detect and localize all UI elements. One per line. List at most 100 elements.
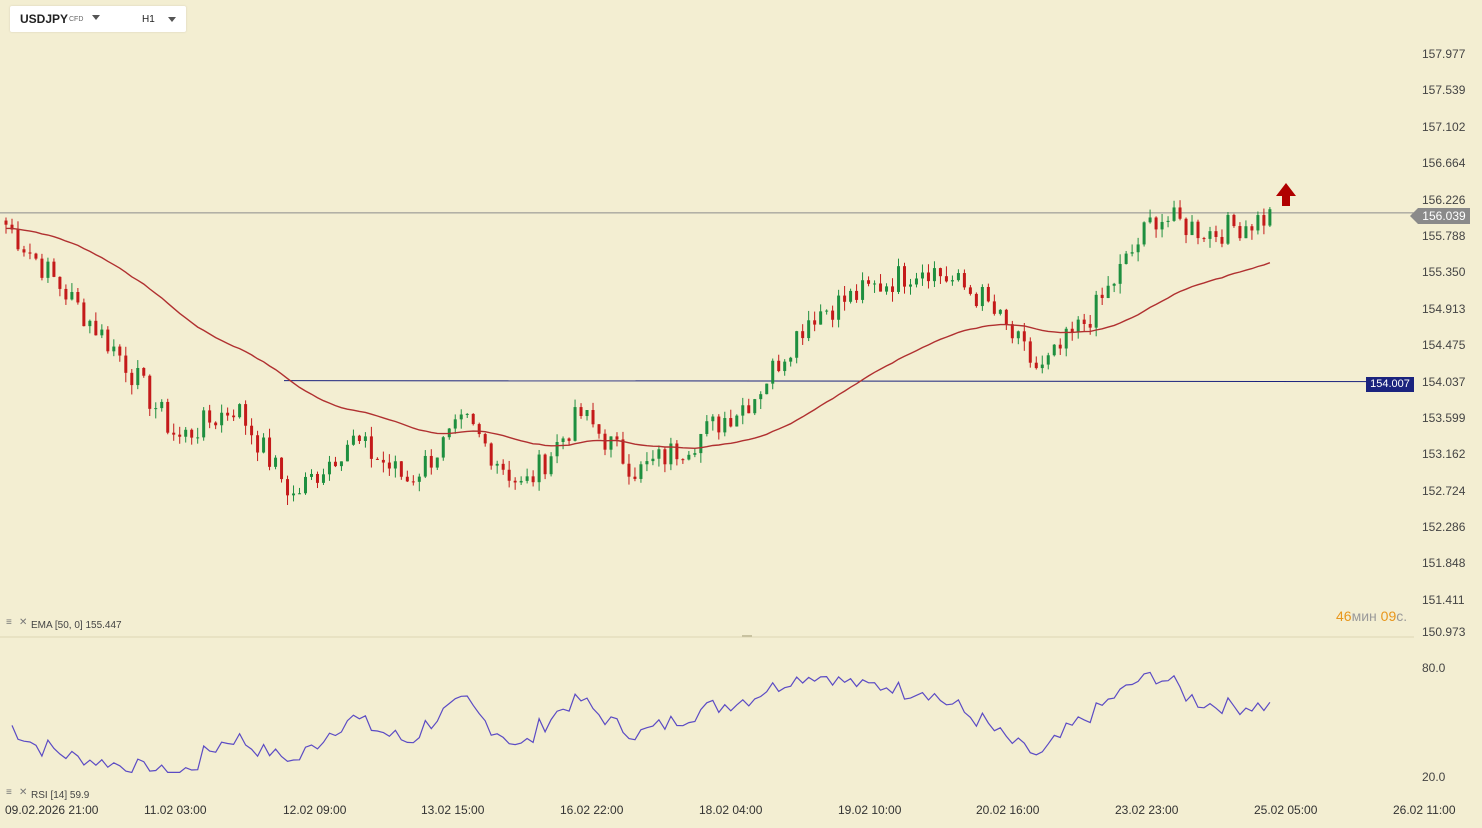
bull-candle[interactable]: [525, 476, 529, 481]
bear-candle[interactable]: [280, 457, 284, 480]
bear-candle[interactable]: [94, 320, 98, 336]
bear-candle[interactable]: [166, 401, 170, 433]
bear-candle[interactable]: [579, 407, 583, 417]
bull-candle[interactable]: [298, 493, 302, 495]
bear-candle[interactable]: [1022, 331, 1026, 342]
bear-candle[interactable]: [1202, 238, 1206, 240]
bear-candle[interactable]: [333, 461, 337, 467]
bull-candle[interactable]: [1130, 252, 1134, 254]
bull-candle[interactable]: [885, 286, 889, 292]
bull-candle[interactable]: [309, 473, 313, 477]
bear-candle[interactable]: [831, 310, 835, 320]
bull-candle[interactable]: [262, 437, 266, 453]
bull-candle[interactable]: [220, 412, 224, 426]
bear-candle[interactable]: [633, 476, 637, 479]
bear-candle[interactable]: [968, 287, 972, 294]
bear-candle[interactable]: [1010, 324, 1014, 339]
bear-candle[interactable]: [387, 462, 391, 469]
bull-candle[interactable]: [1226, 214, 1230, 244]
bear-candle[interactable]: [381, 459, 385, 463]
bull-candle[interactable]: [849, 290, 853, 302]
bull-candle[interactable]: [537, 454, 541, 483]
bear-candle[interactable]: [926, 272, 930, 282]
bull-candle[interactable]: [100, 329, 104, 336]
bull-candle[interactable]: [363, 436, 367, 441]
bull-candle[interactable]: [669, 443, 673, 465]
bear-candle[interactable]: [747, 405, 751, 414]
bear-candle[interactable]: [190, 429, 194, 438]
bear-candle[interactable]: [34, 253, 38, 259]
bear-candle[interactable]: [208, 410, 212, 423]
bear-candle[interactable]: [615, 436, 619, 440]
bear-candle[interactable]: [1088, 323, 1092, 328]
bull-candle[interactable]: [651, 458, 655, 462]
bull-candle[interactable]: [873, 283, 877, 285]
bear-candle[interactable]: [543, 454, 547, 475]
bear-candle[interactable]: [52, 261, 56, 277]
bear-candle[interactable]: [986, 286, 990, 302]
bull-candle[interactable]: [196, 437, 200, 439]
bull-candle[interactable]: [932, 268, 936, 282]
bull-candle[interactable]: [459, 414, 463, 420]
bull-candle[interactable]: [88, 320, 92, 327]
bear-candle[interactable]: [1250, 226, 1254, 231]
bear-candle[interactable]: [507, 469, 511, 481]
bull-candle[interactable]: [1124, 253, 1128, 264]
bear-candle[interactable]: [244, 404, 248, 426]
bear-candle[interactable]: [1004, 309, 1008, 325]
bear-candle[interactable]: [1262, 215, 1266, 226]
bear-candle[interactable]: [232, 415, 236, 418]
bear-candle[interactable]: [1184, 218, 1188, 236]
bull-candle[interactable]: [46, 261, 50, 278]
bear-candle[interactable]: [82, 302, 86, 327]
bull-candle[interactable]: [160, 401, 164, 409]
bull-candle[interactable]: [783, 361, 787, 372]
bear-candle[interactable]: [675, 443, 679, 460]
bear-candle[interactable]: [28, 252, 32, 254]
bear-candle[interactable]: [603, 433, 607, 450]
bull-candle[interactable]: [465, 413, 469, 415]
bull-candle[interactable]: [184, 429, 188, 437]
bull-candle[interactable]: [723, 418, 727, 433]
bull-candle[interactable]: [897, 266, 901, 292]
bear-candle[interactable]: [286, 479, 290, 496]
timeframe-select[interactable]: H1: [142, 14, 155, 25]
bull-candle[interactable]: [351, 435, 355, 445]
bear-candle[interactable]: [777, 360, 781, 372]
bear-candle[interactable]: [962, 273, 966, 288]
bull-candle[interactable]: [795, 331, 799, 358]
bear-candle[interactable]: [1196, 221, 1200, 239]
bull-candle[interactable]: [549, 456, 553, 475]
bull-candle[interactable]: [423, 455, 427, 477]
bull-candle[interactable]: [327, 461, 331, 475]
bear-candle[interactable]: [477, 424, 481, 435]
bear-candle[interactable]: [879, 283, 883, 292]
bull-candle[interactable]: [274, 457, 278, 467]
bull-candle[interactable]: [70, 291, 74, 300]
bull-candle[interactable]: [1256, 215, 1260, 231]
bull-candle[interactable]: [687, 454, 691, 460]
bull-candle[interactable]: [1112, 283, 1116, 286]
bull-candle[interactable]: [555, 442, 559, 457]
bull-candle[interactable]: [693, 453, 697, 455]
bull-candle[interactable]: [1208, 231, 1212, 239]
bull-candle[interactable]: [1268, 209, 1272, 226]
bear-candle[interactable]: [76, 291, 80, 303]
bear-candle[interactable]: [1220, 236, 1224, 244]
bull-candle[interactable]: [950, 280, 954, 282]
bull-candle[interactable]: [771, 360, 775, 384]
bear-candle[interactable]: [1034, 362, 1038, 369]
bull-candle[interactable]: [112, 346, 116, 352]
bull-candle[interactable]: [238, 404, 242, 418]
bear-candle[interactable]: [411, 481, 415, 483]
bull-candle[interactable]: [645, 461, 649, 465]
bear-candle[interactable]: [801, 331, 805, 339]
bull-candle[interactable]: [1160, 221, 1164, 230]
bear-candle[interactable]: [250, 425, 254, 436]
bull-candle[interactable]: [759, 394, 763, 400]
bull-candle[interactable]: [519, 480, 523, 483]
bear-candle[interactable]: [399, 461, 403, 477]
bull-candle[interactable]: [753, 399, 757, 414]
bull-candle[interactable]: [304, 476, 307, 494]
